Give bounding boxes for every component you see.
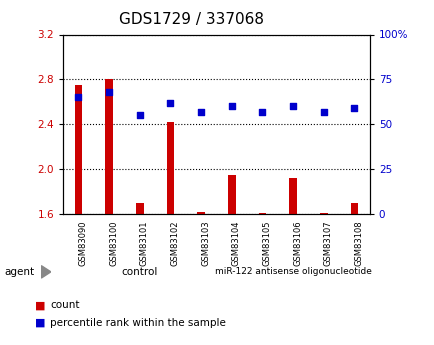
Bar (105, 79, 113, 345)
Bar (74, 85, 82, 345)
Text: GSM83101: GSM83101 (139, 220, 148, 266)
Point (228, 104, 235, 109)
Point (350, 105, 357, 111)
Point (75, 95, 82, 100)
Polygon shape (41, 266, 51, 278)
Text: percentile rank within the sample: percentile rank within the sample (50, 318, 225, 327)
Text: GSM83104: GSM83104 (231, 220, 240, 266)
Bar (227, 175, 235, 345)
Text: ■: ■ (35, 318, 45, 327)
Point (319, 109, 326, 115)
Bar (350, 203, 358, 345)
Bar (289, 178, 296, 345)
Point (197, 109, 204, 115)
Text: GSM83107: GSM83107 (323, 220, 332, 266)
Text: GSM83105: GSM83105 (262, 220, 271, 266)
Point (258, 109, 265, 115)
Text: GSM83106: GSM83106 (293, 220, 301, 266)
Point (136, 112, 143, 118)
Point (167, 100, 174, 106)
Text: GSM83100: GSM83100 (109, 220, 118, 266)
Bar (319, 213, 327, 345)
Point (289, 104, 296, 109)
Text: control: control (121, 267, 158, 277)
Bar (258, 213, 266, 345)
Bar (166, 122, 174, 345)
Bar (135, 203, 143, 345)
Text: GSM83090: GSM83090 (78, 220, 87, 266)
Text: GSM83108: GSM83108 (354, 220, 362, 266)
Text: GSM83102: GSM83102 (170, 220, 179, 266)
Text: ■: ■ (35, 300, 45, 310)
Point (105, 89, 112, 95)
Text: GDS1729 / 337068: GDS1729 / 337068 (118, 12, 263, 27)
Text: agent: agent (4, 267, 34, 277)
Text: miR-122 antisense oligonucleotide: miR-122 antisense oligonucleotide (214, 267, 371, 276)
Text: count: count (50, 300, 79, 310)
Bar (197, 211, 204, 345)
Text: GSM83103: GSM83103 (201, 220, 210, 266)
